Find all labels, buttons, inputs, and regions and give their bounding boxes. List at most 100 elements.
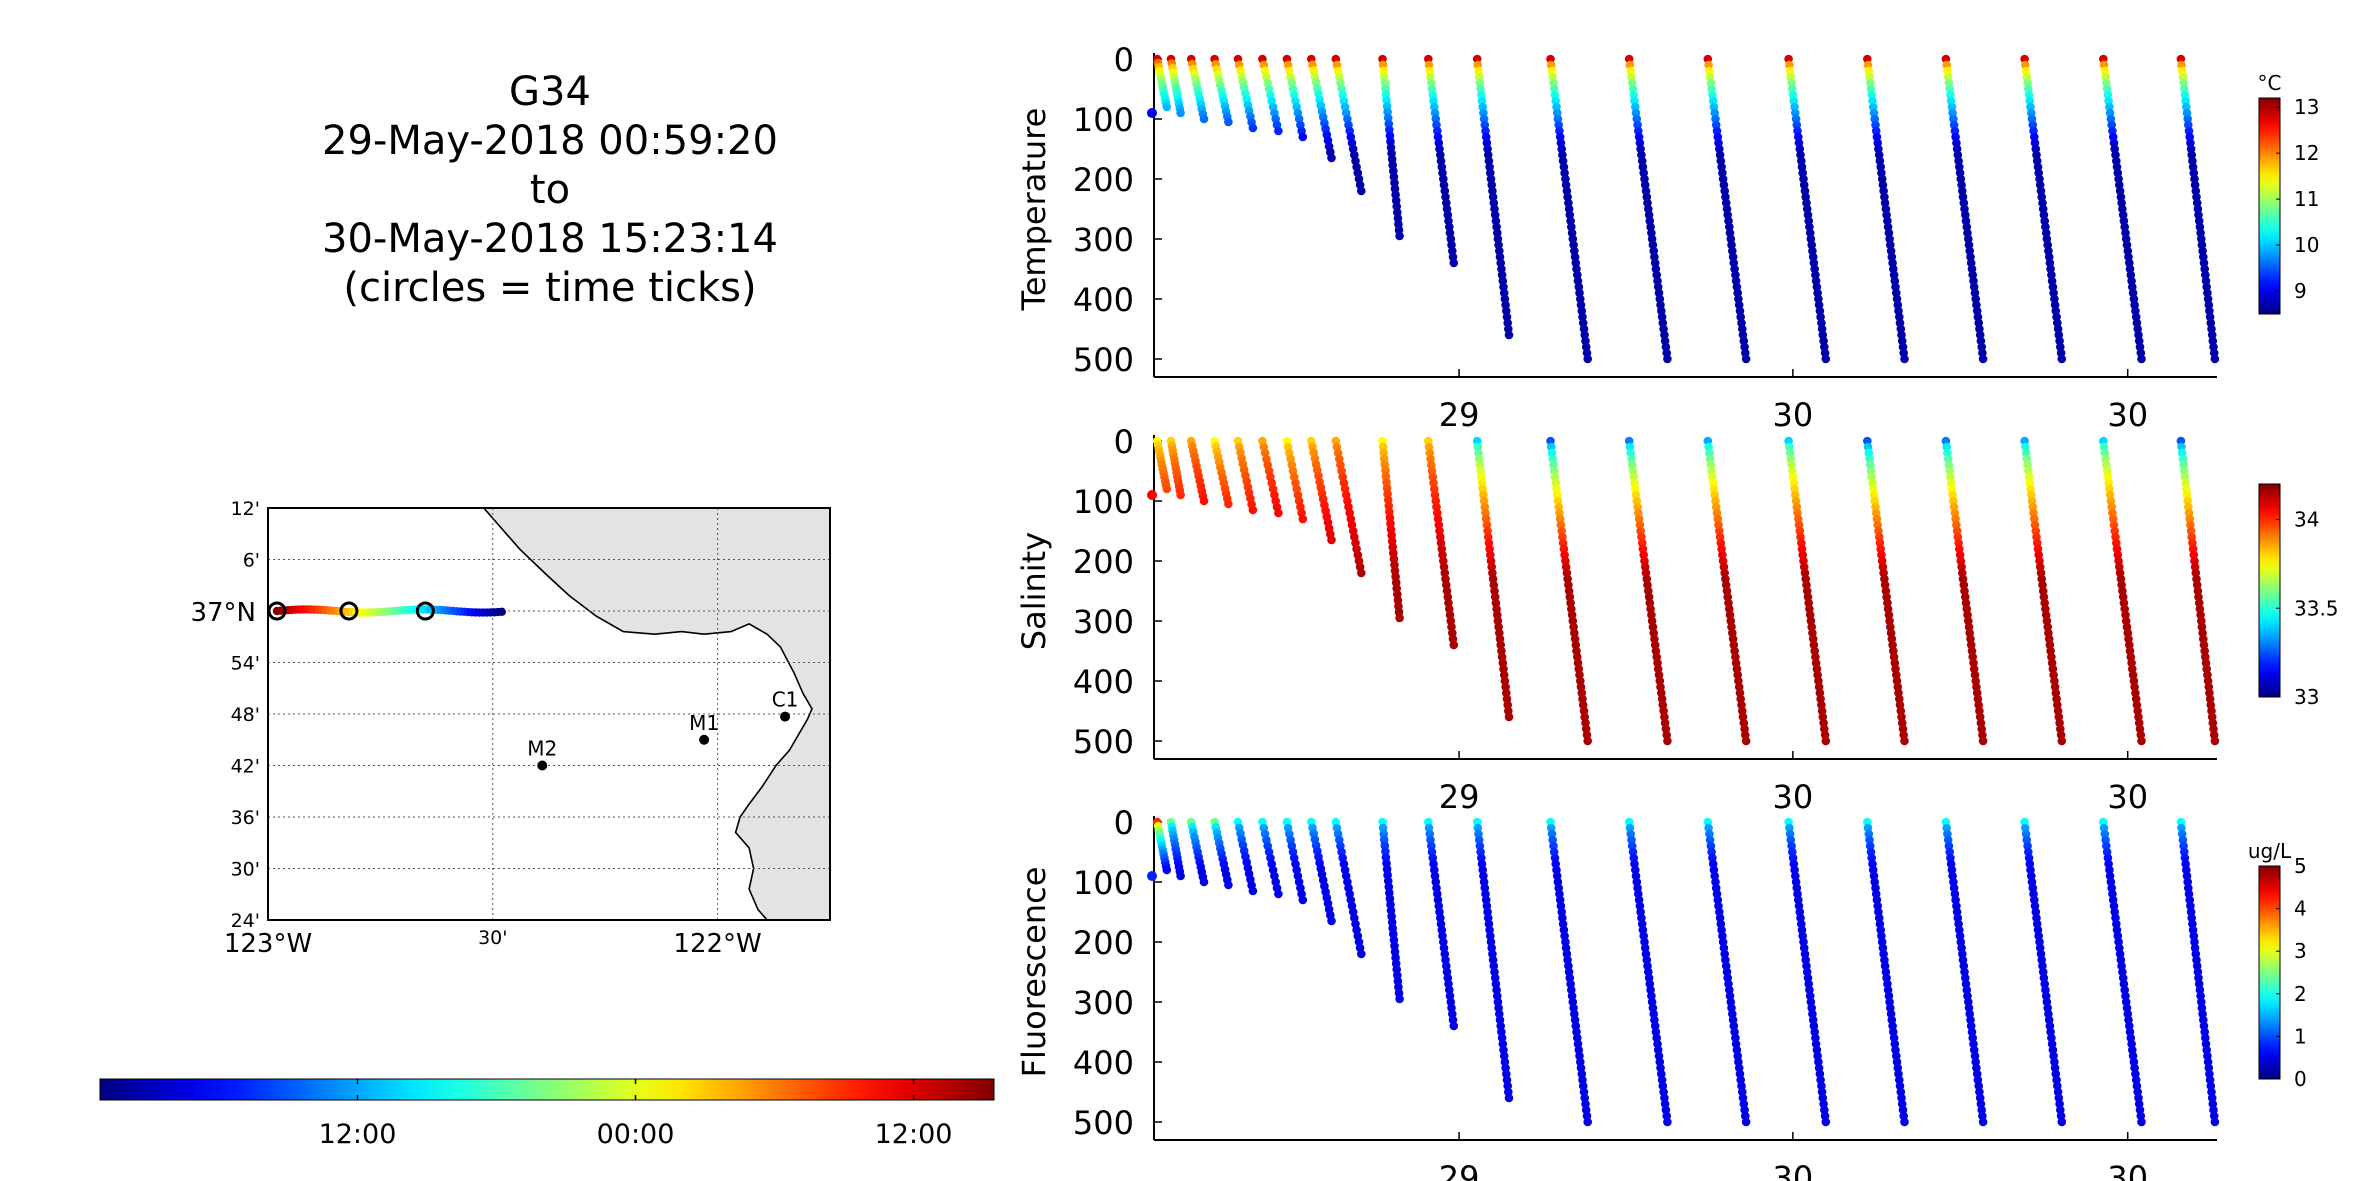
colorbar-tick-label: 11	[2294, 187, 2319, 211]
data-point	[1900, 736, 1909, 746]
time-tick-circle	[415, 601, 435, 621]
track-map: 12' 6' 37°N 54' 48' 42' 36' 30' 24'123°W 30' 122°W…	[190, 498, 831, 959]
data-point	[1357, 186, 1366, 196]
data-point	[1248, 886, 1258, 896]
y-tick-label: 100	[1073, 483, 1134, 521]
colorbar-tick-label: 2	[2294, 982, 2307, 1006]
colorbar-tick-label: 3	[2294, 939, 2307, 963]
data-point	[1162, 484, 1172, 494]
data-point	[1504, 1093, 1514, 1103]
title-line: 29-May-2018 00:59:20	[322, 118, 778, 164]
station-marker	[780, 711, 791, 722]
data-point	[2057, 354, 2067, 364]
coastline	[483, 508, 813, 920]
data-point	[1821, 1117, 1831, 1127]
data-point	[1663, 1117, 1672, 1127]
station-marker	[699, 734, 710, 745]
data-point	[1248, 505, 1258, 515]
panel-temperature: 0 100 200 300 400 500 29 30 30 Temperature 9 10 11 12…	[1015, 41, 2319, 434]
station-label: M2	[527, 737, 557, 761]
x-tick-label: 30	[1773, 1159, 1814, 1181]
map-lon-label-major: 122°W	[673, 929, 761, 959]
colorbar-fluorescence	[2258, 865, 2281, 1080]
data-point	[1663, 736, 1672, 746]
data-point	[1147, 871, 1157, 881]
map-lat-label: 42'	[231, 756, 260, 778]
colorbar-tick-label: 1	[2294, 1024, 2307, 1048]
data-point	[1224, 499, 1233, 509]
map-lat-label: 24'	[231, 910, 260, 932]
colorbar-salinity	[2258, 483, 2281, 698]
data-point	[1395, 613, 1404, 623]
data-point	[1583, 736, 1592, 746]
x-tick-label: 30	[1773, 396, 1814, 434]
map-frame	[267, 507, 831, 921]
data-point	[1274, 889, 1283, 899]
data-point	[1449, 258, 1459, 268]
data-point	[1504, 330, 1514, 340]
y-axis-label: Fluorescence	[1015, 867, 1053, 1078]
time-colorbar-bar	[99, 1078, 995, 1101]
data-point	[1663, 354, 1672, 364]
data-point	[1176, 490, 1185, 500]
map-lat-label: 30'	[231, 859, 260, 881]
colorbar-tick-label: 5	[2294, 854, 2307, 878]
data-point	[1248, 123, 1258, 133]
time-colorbar: 12:00 00:00 12:00	[99, 1078, 995, 1150]
y-tick-label: 500	[1073, 341, 1134, 379]
colorbar-tick-label: 9	[2294, 279, 2307, 303]
data-point	[1821, 354, 1831, 364]
y-axis-label: Salinity	[1015, 532, 1053, 650]
y-tick-label: 100	[1073, 101, 1134, 139]
colorbar-temperature	[2258, 97, 2281, 315]
colorbar-tick-label: 10	[2294, 233, 2319, 257]
map-lon-label-major: 123°W	[224, 929, 312, 959]
data-point	[1327, 916, 1336, 926]
data-point	[1395, 994, 1404, 1004]
data-point	[1741, 354, 1751, 364]
data-point	[1176, 871, 1185, 881]
x-tick-label: 29	[1439, 1159, 1480, 1181]
title-line: to	[529, 167, 571, 213]
time-colorbar-label: 12:00	[875, 1119, 953, 1150]
map-lat-label: 6'	[243, 550, 260, 572]
data-point	[1900, 354, 1909, 364]
x-tick-label: 30	[2107, 778, 2148, 816]
map-lat-label: 54'	[231, 653, 260, 675]
y-tick-label: 400	[1073, 663, 1134, 701]
y-tick-label: 200	[1073, 161, 1134, 199]
y-tick-label: 300	[1073, 603, 1134, 641]
data-point	[1449, 640, 1459, 650]
data-point	[1147, 490, 1157, 500]
data-point	[1449, 1021, 1459, 1031]
title-line: (circles = time ticks)	[343, 265, 757, 311]
data-point	[1357, 949, 1366, 959]
colorbar-tick-label: 13	[2294, 95, 2319, 119]
data-point	[2210, 354, 2220, 364]
map-lat-label-major: 37°N	[190, 598, 256, 628]
y-tick-label: 0	[1114, 41, 1134, 79]
map-lon-label: 30'	[478, 927, 507, 949]
data-point	[1583, 354, 1592, 364]
colorbar-unit: ug/L	[2248, 839, 2292, 863]
x-tick-label: 30	[2107, 1159, 2148, 1181]
x-tick-label: 30	[2107, 396, 2148, 434]
data-point	[1900, 1117, 1909, 1127]
data-point	[1298, 895, 1308, 905]
data-point	[2210, 1117, 2220, 1127]
x-tick-label: 29	[1439, 396, 1480, 434]
data-point	[1357, 568, 1366, 578]
data-point	[1162, 102, 1172, 112]
y-tick-label: 400	[1073, 1044, 1134, 1082]
y-tick-label: 0	[1114, 423, 1134, 461]
track-point	[497, 607, 506, 617]
panel-salinity: 0 100 200 300 400 500 29 30 30 Salinity 33 33.5 34	[1015, 423, 2339, 816]
data-point	[1224, 880, 1233, 890]
station-label: C1	[772, 688, 799, 712]
data-point	[1298, 132, 1308, 142]
data-point	[1327, 153, 1336, 163]
map-lat-label: 48'	[231, 704, 260, 726]
data-point	[2137, 1117, 2146, 1127]
data-point	[1199, 877, 1209, 887]
